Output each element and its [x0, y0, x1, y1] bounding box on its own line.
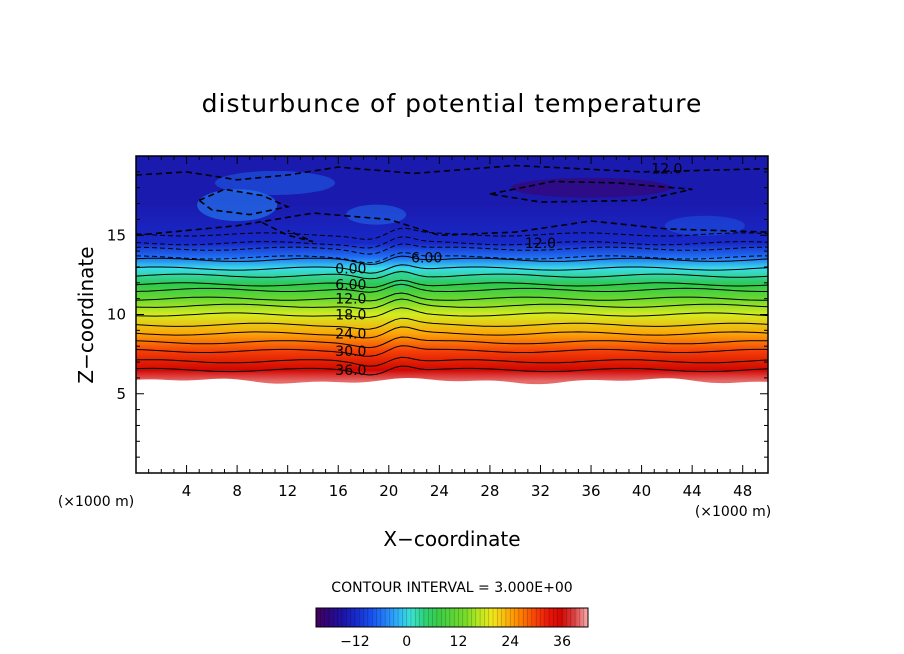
contour-lines [136, 164, 768, 376]
colorbar-segments [320, 608, 584, 627]
chart-title: disturbunce of potential temperature [202, 89, 703, 118]
x-tick-label: 40 [632, 482, 651, 500]
x-unit-label-right: (×1000 m) [695, 504, 771, 520]
contour-label: 12.0 [525, 236, 556, 252]
x-tick-label: 20 [379, 482, 398, 500]
x-axis-ticks: 4 8 12 16 20 24 28 32 36 40 44 48 [148, 156, 756, 500]
y-tick-label: 10 [107, 306, 126, 324]
x-tick-label: 28 [480, 482, 499, 500]
contour-label: 6.00 [335, 277, 366, 293]
x-tick-label: 16 [329, 482, 348, 500]
contour-label: 24.0 [335, 327, 366, 343]
colorbar-tick-label: 12 [450, 634, 468, 650]
x-tick-label: 32 [531, 482, 550, 500]
colorbar-tick-label: 24 [501, 634, 519, 650]
x-tick-label: 12 [278, 482, 297, 500]
contour-label: 12.0 [651, 162, 682, 178]
y-tick-label: 15 [107, 226, 126, 244]
colorbar-tick-label: 0 [402, 634, 411, 650]
contour-label: 18.0 [335, 308, 366, 324]
contour-interval-label: CONTOUR INTERVAL = 3.000E+00 [331, 580, 572, 596]
x-unit-label-left: (×1000 m) [58, 494, 134, 510]
x-tick-label: 24 [430, 482, 449, 500]
colorbar-ticks: −12 0 12 24 36 [340, 634, 571, 650]
colorbar-rect [315, 607, 589, 628]
x-tick-label: 4 [182, 482, 192, 500]
colorbar-tick-label: 36 [553, 634, 571, 650]
x-tick-label: 44 [683, 482, 702, 500]
y-axis-ticks: 5 10 15 [107, 171, 768, 458]
contour-label: 12.0 [335, 292, 366, 308]
plot-area [136, 156, 768, 385]
colorbar: −12 0 12 24 36 [315, 607, 589, 650]
x-tick-label: 48 [733, 482, 752, 500]
x-tick-label: 36 [581, 482, 600, 500]
contour-label: 0.00 [335, 262, 366, 278]
contour-label: 36.0 [335, 363, 366, 379]
contour-label: 6.00 [411, 250, 442, 266]
x-axis-title: X−coordinate [383, 527, 520, 551]
y-tick-label: 5 [116, 385, 126, 403]
y-axis-title: Z−coordinate [74, 246, 98, 383]
temperature-field [136, 156, 768, 385]
x-tick-label: 8 [232, 482, 242, 500]
contour-label: 30.0 [335, 344, 366, 360]
colorbar-tick-label: −12 [340, 634, 370, 650]
